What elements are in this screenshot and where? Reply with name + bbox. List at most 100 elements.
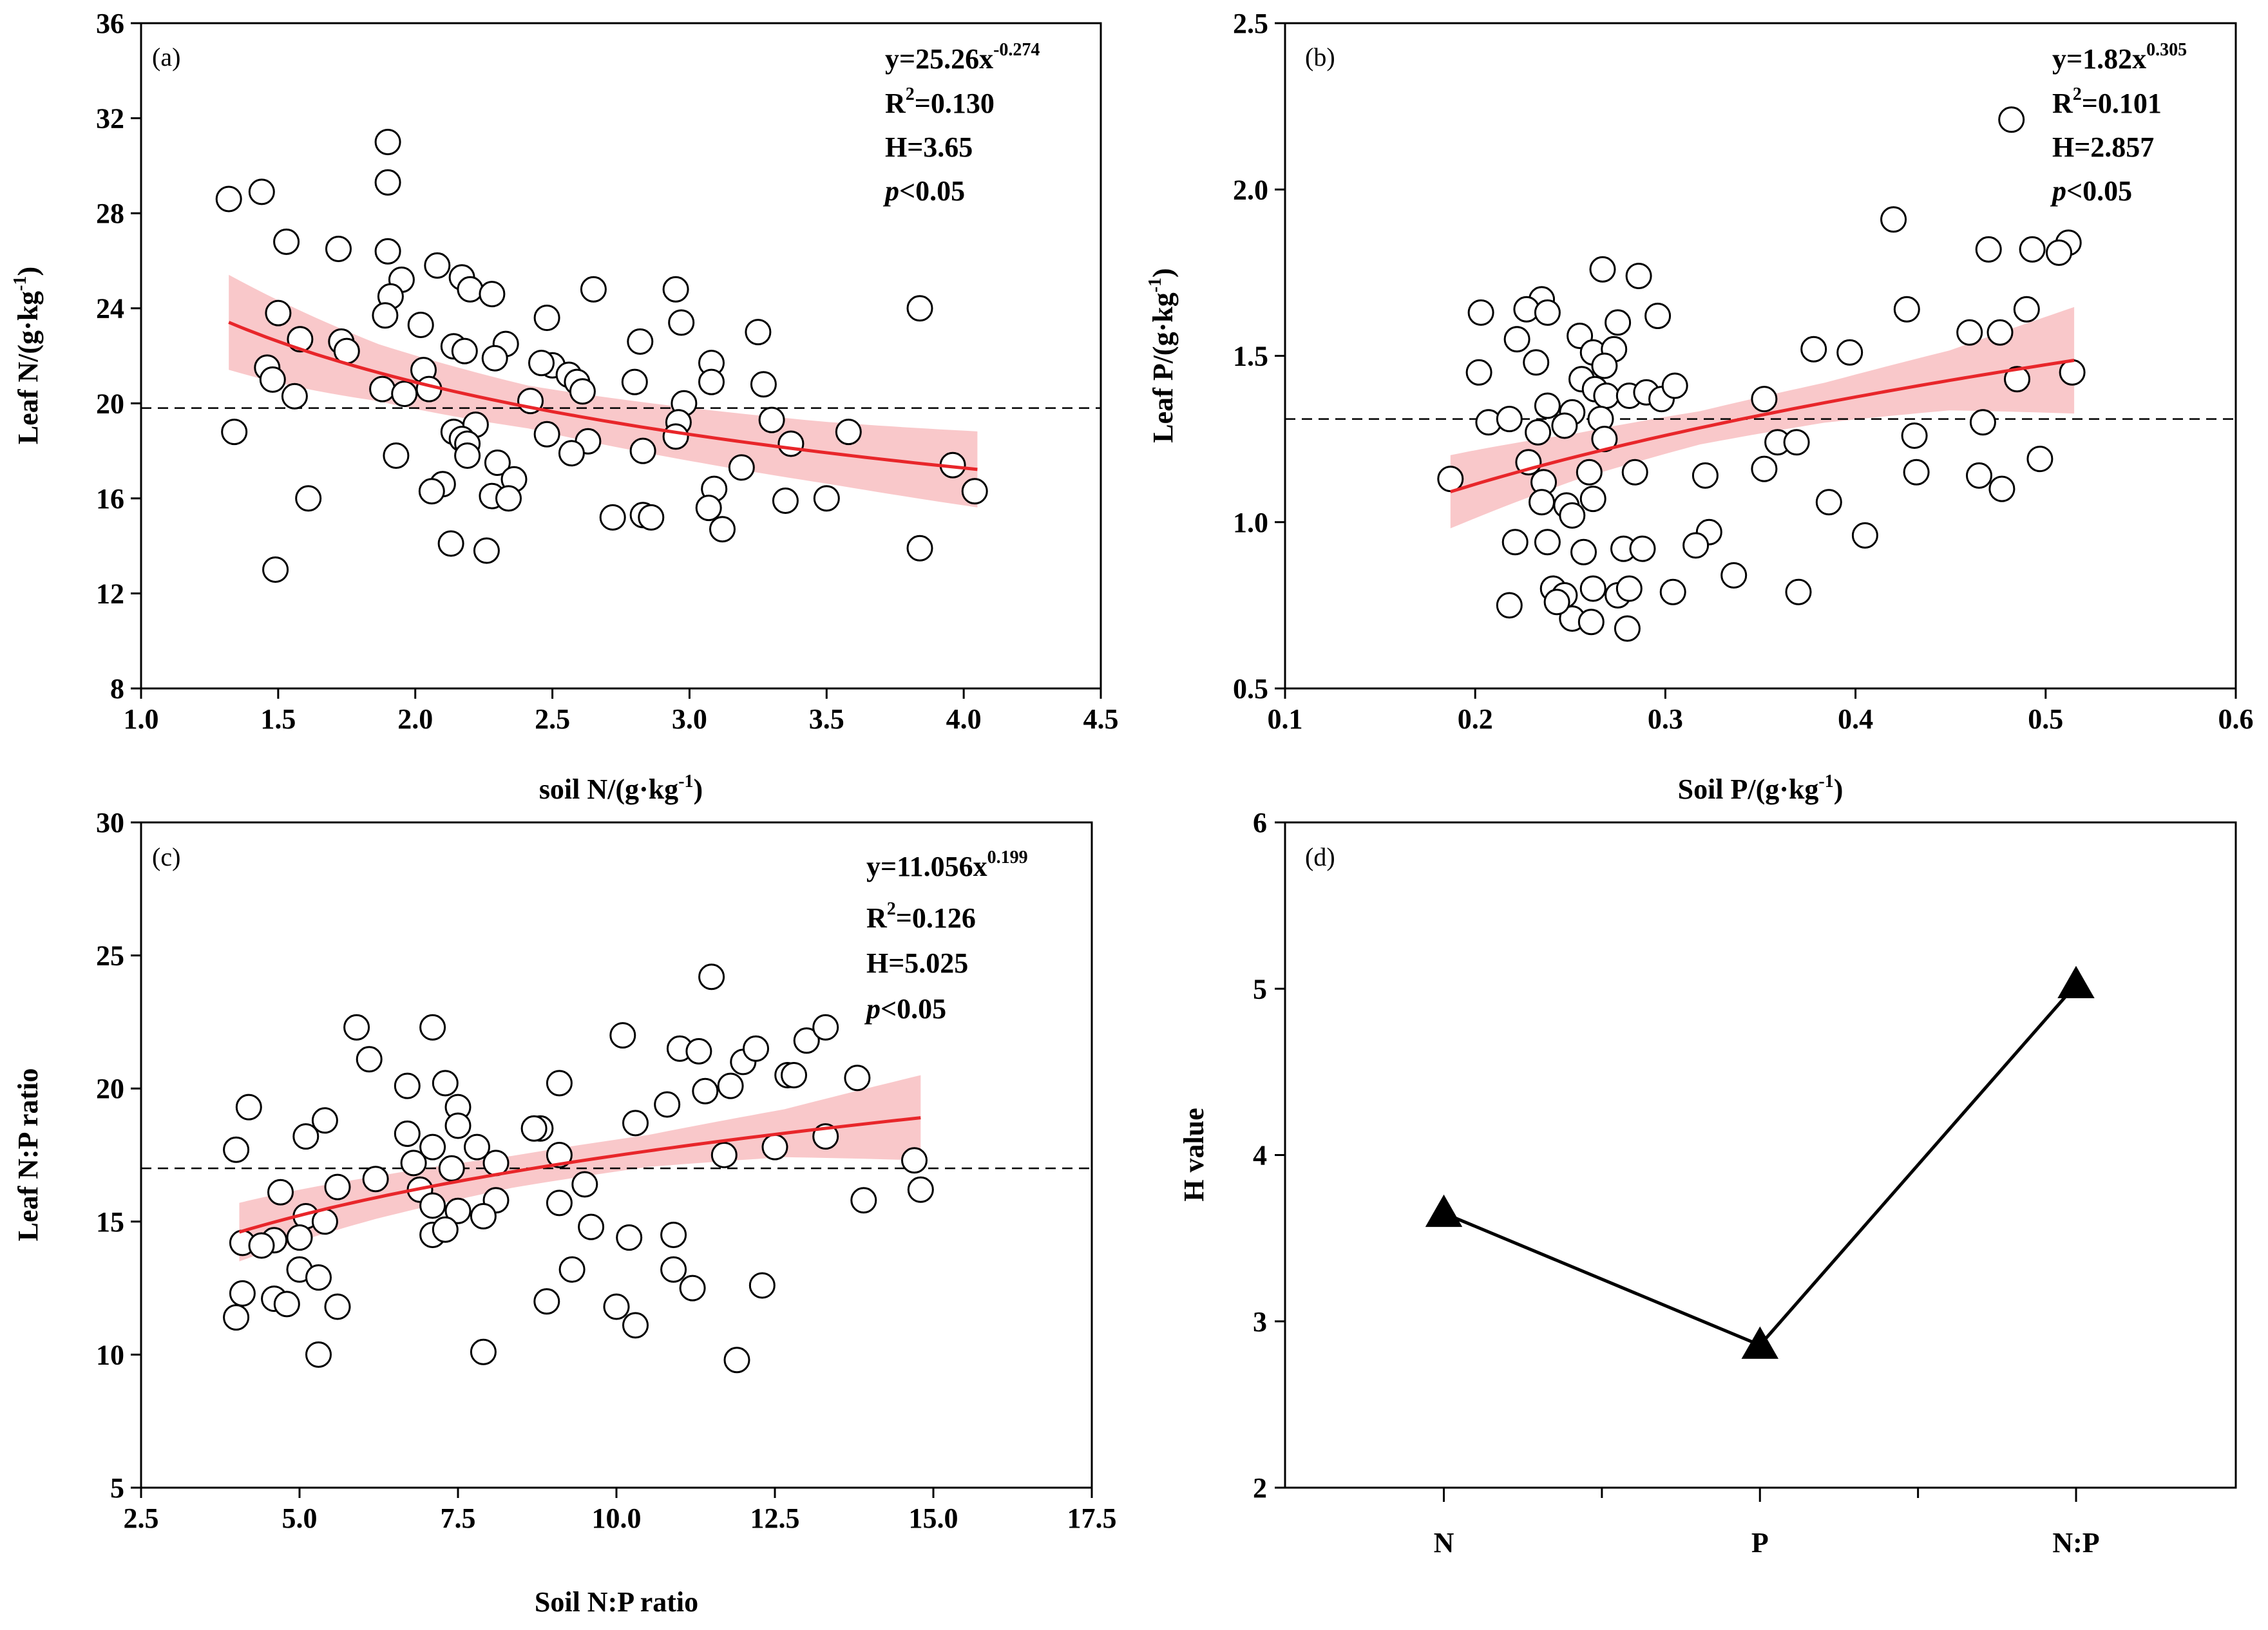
data-point bbox=[1903, 459, 1930, 486]
data-point bbox=[325, 236, 352, 262]
panel-d-frame bbox=[1284, 821, 2237, 1489]
data-point bbox=[1501, 529, 1529, 556]
data-point bbox=[1975, 236, 2002, 263]
panel-c-p: p<0.05 bbox=[864, 993, 946, 1025]
data-point bbox=[777, 430, 805, 457]
data-point bbox=[391, 381, 418, 407]
data-point bbox=[1621, 459, 1648, 486]
data-point bbox=[407, 312, 434, 338]
data-point bbox=[419, 1192, 446, 1219]
y-tick-label: 24 bbox=[96, 293, 124, 325]
data-point bbox=[793, 1027, 820, 1054]
data-point bbox=[1615, 575, 1643, 602]
data-point bbox=[772, 488, 799, 514]
data-point bbox=[1570, 538, 1597, 565]
y-tick-label: 5 bbox=[110, 1472, 124, 1504]
data-point bbox=[781, 1062, 807, 1088]
data-point bbox=[1465, 359, 1492, 386]
data-point bbox=[495, 485, 522, 512]
y-tick-label: 5 bbox=[1253, 973, 1267, 1005]
panel-b-h: H=2.857 bbox=[2052, 131, 2154, 163]
data-point bbox=[432, 1216, 459, 1243]
data-point bbox=[1629, 535, 1656, 562]
x-tick-label: 7.5 bbox=[441, 1502, 476, 1534]
data-point bbox=[533, 421, 560, 448]
data-point bbox=[418, 478, 445, 505]
x-tick-label: 0.5 bbox=[2028, 703, 2063, 735]
data-point bbox=[1785, 578, 1812, 605]
data-point bbox=[622, 1312, 649, 1339]
data-point bbox=[571, 1171, 598, 1198]
data-point bbox=[454, 442, 481, 469]
y-tick-label: 2.0 bbox=[1233, 174, 1268, 205]
data-point bbox=[558, 1256, 586, 1283]
data-point bbox=[1691, 462, 1719, 489]
data-point bbox=[383, 442, 410, 469]
data-point bbox=[1534, 529, 1561, 556]
data-point bbox=[1661, 372, 1688, 399]
data-point bbox=[1644, 303, 1672, 329]
y-tick-label: 25 bbox=[96, 940, 124, 972]
data-point bbox=[546, 1070, 573, 1097]
data-point bbox=[709, 516, 736, 543]
data-point bbox=[265, 299, 292, 327]
data-point bbox=[305, 1264, 332, 1291]
data-point bbox=[627, 328, 654, 355]
x-tick-label: 12.5 bbox=[750, 1502, 800, 1534]
y-tick-label: 16 bbox=[96, 483, 124, 515]
data-point bbox=[286, 1224, 313, 1251]
data-point bbox=[1659, 578, 1686, 605]
data-point bbox=[1966, 462, 1992, 489]
data-point bbox=[2004, 366, 2030, 393]
data-point bbox=[1589, 256, 1616, 283]
panel-a-plot: 1.0 1.5 2.0 2.5 3.0 3.5 4.0 4.5 8 12 16 20 24 28 32 36 bbox=[96, 8, 1119, 735]
x-tick-label: 2.0 bbox=[397, 703, 433, 735]
panel-b-equation: y=1.82x0.305 bbox=[2052, 40, 2187, 75]
data-point bbox=[1893, 296, 1920, 323]
data-point bbox=[533, 1288, 560, 1315]
y-tick-label: 30 bbox=[96, 807, 124, 839]
data-point bbox=[457, 276, 484, 303]
data-point bbox=[419, 1014, 446, 1041]
y-tick-label: 10 bbox=[96, 1339, 124, 1370]
x-tick-label: 2.5 bbox=[535, 703, 570, 735]
data-point bbox=[2059, 359, 2086, 386]
y-tick-label: 12 bbox=[96, 578, 124, 609]
data-point bbox=[660, 1222, 687, 1248]
data-point bbox=[1851, 522, 1878, 549]
panel-b-frame bbox=[1284, 22, 2237, 690]
data-point bbox=[1901, 422, 1928, 449]
data-point bbox=[835, 419, 862, 446]
data-point bbox=[2046, 239, 2072, 266]
data-point bbox=[1523, 349, 1550, 376]
data-point bbox=[273, 228, 300, 255]
data-point bbox=[901, 1147, 928, 1174]
data-point bbox=[1815, 489, 1842, 516]
data-point bbox=[745, 319, 772, 346]
data-point bbox=[961, 478, 988, 505]
data-point bbox=[1987, 319, 2014, 346]
data-point bbox=[728, 454, 755, 481]
data-point bbox=[2013, 296, 2040, 323]
data-point bbox=[1836, 339, 1863, 366]
fit-curve bbox=[238, 1116, 921, 1234]
data-point bbox=[1534, 299, 1561, 326]
panel-a-xlabel: soil N/(g·kg-1) bbox=[539, 772, 703, 805]
panel-b-plot: 0.1 0.2 0.3 0.4 0.5 0.6 0.5 1.0 1.5 2.0 2.5 bbox=[1233, 8, 2254, 735]
data-point bbox=[1577, 609, 1605, 636]
data-point bbox=[621, 368, 648, 395]
data-point bbox=[248, 1232, 275, 1259]
data-point bbox=[374, 129, 401, 155]
y-tick-label: 6 bbox=[1253, 807, 1267, 839]
data-point bbox=[470, 1338, 497, 1365]
y-tick-label: 1.5 bbox=[1233, 341, 1268, 372]
x-tick-label: 4.5 bbox=[1083, 703, 1119, 735]
panel-b-r2: R2=0.101 bbox=[2052, 84, 2162, 119]
data-point bbox=[305, 1341, 332, 1368]
data-point bbox=[616, 1224, 643, 1251]
data-point bbox=[451, 337, 478, 365]
data-point bbox=[533, 305, 560, 331]
data-point bbox=[1969, 409, 1996, 436]
data-point bbox=[223, 1304, 250, 1331]
